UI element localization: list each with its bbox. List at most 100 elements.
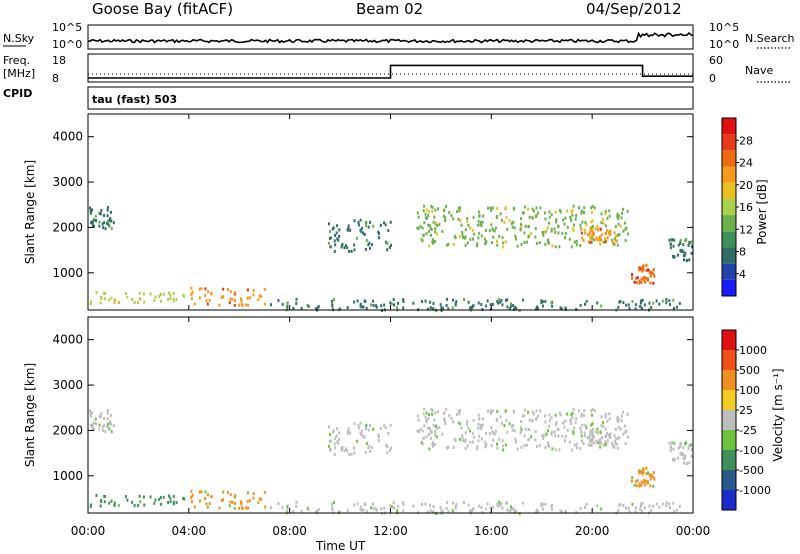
velocity-echo-cell [548, 424, 551, 428]
power-echo-cell [477, 223, 480, 227]
power-echo-cell [390, 302, 393, 306]
velocity-panel: 4000 3000 2000 1000 Slant Range [km] 1000 50… [23, 316, 785, 516]
velocity-echo-cell [560, 510, 563, 514]
velocity-echo-cell [432, 444, 435, 448]
velocity-echo-cell [117, 503, 120, 507]
power-echo-cell [412, 301, 415, 305]
noise-left-tick-bottom: 10^0 [52, 38, 82, 51]
velocity-echo-cell [260, 497, 263, 501]
power-echo-cell [469, 226, 472, 230]
velocity-echo-cell [638, 484, 641, 488]
velocity-echo-cell [642, 467, 645, 471]
power-echo-cell [427, 223, 430, 227]
power-echo-cell [502, 245, 505, 249]
velocity-echo-cell [550, 432, 553, 436]
power-echo-cell [504, 298, 507, 302]
velocity-echo-cell [369, 423, 372, 427]
velocity-echo-cell [377, 435, 380, 439]
power-echo-cell [627, 303, 630, 307]
velocity-echo-cell [484, 431, 487, 435]
power-echo-cell [675, 305, 678, 309]
power-echo-cell [593, 238, 596, 242]
power-echo-cell [472, 304, 475, 308]
power-echo-cell [585, 223, 588, 227]
velocity-echo-cell [332, 501, 335, 505]
velocity-echo-cell [591, 435, 594, 439]
velocity-echo-cell [472, 435, 475, 439]
power-echo-cell [462, 235, 465, 239]
power-echo-cell [466, 241, 469, 245]
power-echo-cell [617, 222, 620, 226]
velocity-echo-cell [490, 444, 493, 448]
power-echo-cell [553, 227, 556, 231]
power-echo-cell [534, 235, 537, 239]
power-echo-cell [367, 225, 370, 229]
power-echo-cell [536, 211, 539, 215]
power-echo-cell [491, 206, 494, 210]
power-echo-cell [608, 214, 611, 218]
velocity-echo-cell [591, 429, 594, 433]
power-echo-cell [617, 217, 620, 221]
velocity-echo-cell [588, 436, 591, 440]
velocity-echo-cell [341, 445, 344, 449]
power-echo-cell [641, 269, 644, 273]
power-echo-cell [248, 296, 251, 300]
power-echo-cell [515, 237, 518, 241]
power-echo-cell [591, 224, 594, 228]
velocity-echo-cell [518, 512, 521, 516]
velocity-echo-cell [599, 445, 602, 449]
velocity-panel-frame [87, 316, 694, 514]
power-echo-cell [469, 306, 472, 310]
velocity-echo-cell [269, 506, 272, 510]
colorbar-tick-label: 500 [739, 364, 760, 377]
velocity-echo-cell [126, 498, 129, 502]
colorbar-tick-label: -100 [739, 444, 764, 457]
power-echo-cell [488, 229, 491, 233]
power-echo-cell [513, 307, 516, 311]
velocity-echo-cell [108, 422, 111, 426]
power-echo-cell [458, 206, 461, 210]
velocity-echo-cell [675, 508, 678, 512]
colorbar-segment [722, 430, 736, 450]
velocity-echo-cell [622, 432, 625, 436]
velocity-echo-cell [541, 507, 544, 511]
velocity-echo-cell [591, 438, 594, 442]
power-echo-cell [367, 243, 370, 247]
power-echo-cell [353, 219, 356, 223]
power-echo-cell [416, 211, 419, 215]
power-echo-cell [386, 241, 389, 245]
velocity-echo-cell [602, 443, 605, 447]
velocity-echo-cell [575, 442, 578, 446]
power-echo-cell [402, 300, 405, 304]
velocity-echo-cell [585, 426, 588, 430]
velocity-echo-cell [427, 417, 430, 421]
power-echo-cell [572, 227, 575, 231]
velocity-echo-cell [513, 410, 516, 414]
velocity-echo-cell [204, 490, 207, 494]
power-echo-cell [92, 224, 95, 228]
velocity-echo-cell [464, 431, 467, 435]
velocity-echo-cell [286, 508, 289, 512]
power-echo-cell [281, 302, 284, 306]
power-echo-cell [639, 304, 642, 308]
power-echo-cell [640, 299, 643, 303]
velocity-echo-cell [643, 478, 646, 482]
power-echo-cell [512, 304, 515, 308]
velocity-echo-cell [658, 505, 661, 509]
power-echo-cell [482, 214, 485, 218]
velocity-echo-cell [652, 471, 655, 475]
velocity-echo-cell [653, 477, 656, 481]
velocity-echo-cell [98, 414, 101, 418]
power-echo-cell [190, 297, 193, 301]
velocity-echo-cell [484, 445, 487, 449]
power-echo-cell [570, 218, 573, 222]
power-echo-cell [589, 227, 592, 231]
velocity-echo-cell [521, 414, 524, 418]
power-echo-cell [338, 234, 341, 238]
power-echo-cell [655, 299, 658, 303]
noise-left-label: N.Sky [3, 32, 35, 45]
power-echo-cell [159, 299, 162, 303]
velocity-echo-cell [131, 500, 134, 504]
velocity-echo-cell [434, 433, 437, 437]
velocity-echo-cell [346, 509, 349, 513]
